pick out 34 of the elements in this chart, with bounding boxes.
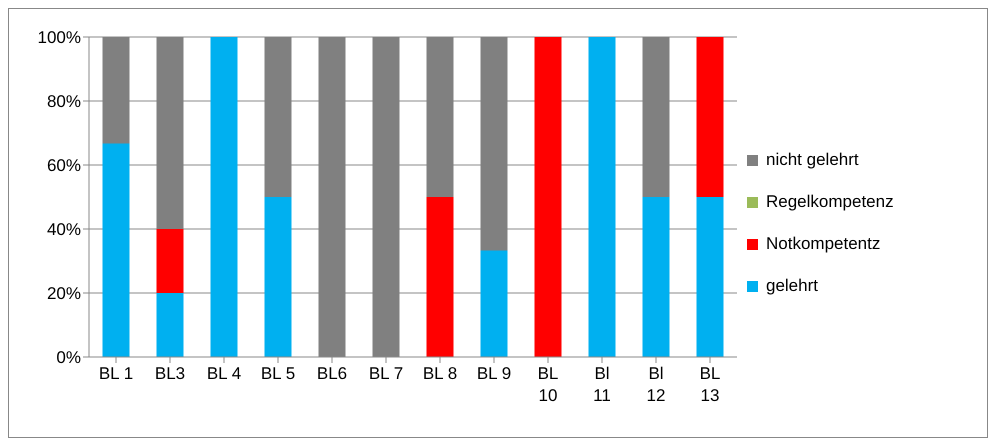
y-tick-label: 40%: [46, 220, 81, 240]
legend-label: nicht gelehrt: [766, 150, 859, 170]
x-tick-label: BL 10: [538, 364, 558, 405]
y-tick-label: 80%: [46, 92, 81, 112]
bar: [534, 37, 562, 357]
bar: [102, 144, 130, 357]
bar: [696, 197, 724, 357]
bar: [480, 250, 508, 357]
legend-label: Notkompetentz: [766, 234, 880, 254]
y-tick-label: 0%: [56, 348, 81, 368]
x-tick-label: BL 8: [422, 364, 458, 383]
x-tick-label: BL 13: [700, 364, 720, 405]
x-tick-label: BL 4: [206, 364, 242, 383]
y-tick-label: 20%: [46, 284, 81, 304]
bar: [156, 293, 184, 357]
bar: [588, 37, 616, 357]
x-tick-label: Bl 12: [646, 364, 666, 405]
x-tick-label: BL 9: [476, 364, 512, 383]
legend-label: gelehrt: [766, 276, 818, 296]
x-tick-label: BL6: [316, 364, 348, 383]
x-tick-label: BL 7: [368, 364, 404, 383]
x-tick-label: BL 5: [260, 364, 296, 383]
bar: [210, 37, 238, 357]
bar: [642, 197, 670, 357]
x-tick-label: Bl 11: [593, 364, 611, 405]
bar: [426, 197, 454, 357]
x-tick-label: BL3: [154, 364, 186, 383]
bar: [264, 197, 292, 357]
legend-label: Regelkompetenz: [766, 192, 894, 212]
x-tick-label: BL 1: [98, 364, 134, 383]
y-tick-label: 60%: [46, 156, 81, 176]
y-tick-label: 100%: [38, 28, 81, 48]
bar: [156, 229, 184, 293]
bar: [696, 37, 724, 197]
